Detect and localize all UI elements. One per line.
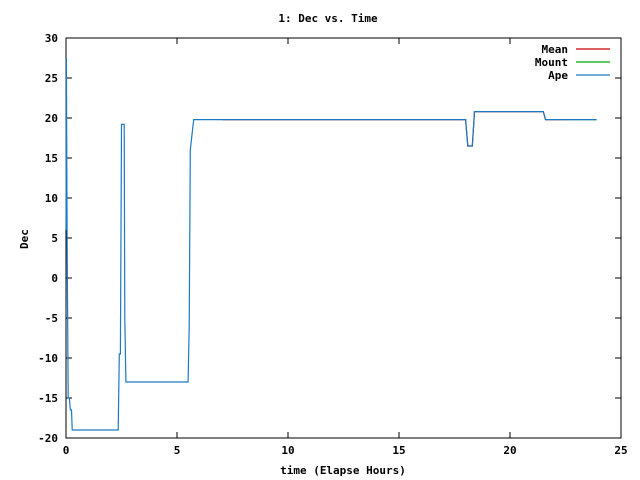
series-layer xyxy=(65,57,597,431)
y-tick-label: -15 xyxy=(38,392,58,405)
axis-ticks: 0 5 10 15 20 25 -20 -15 -10 -5 0 5 10 15 20 25 30 xyxy=(38,32,628,457)
y-tick-label: 0 xyxy=(51,272,58,285)
y-tick-label: 5 xyxy=(51,232,58,245)
plot-frame xyxy=(65,37,622,439)
y-tick-label: -20 xyxy=(38,432,58,445)
legend-label-mean: Mean xyxy=(542,43,569,56)
y-tick-label: -5 xyxy=(45,312,58,325)
y-axis-label: Dec xyxy=(18,229,31,249)
chart-title: 1: Dec vs. Time xyxy=(278,12,378,25)
x-tick-label: 20 xyxy=(503,444,516,457)
x-tick-label: 0 xyxy=(63,444,70,457)
y-tick-label: 30 xyxy=(45,32,58,45)
x-axis-label: time (Elapse Hours) xyxy=(280,464,406,477)
x-tick-label: 25 xyxy=(614,444,627,457)
legend-label-ape: Ape xyxy=(548,69,568,82)
y-tick-label: 25 xyxy=(45,72,58,85)
y-tick-label: -10 xyxy=(38,352,58,365)
y-tick-label: 20 xyxy=(45,112,58,125)
x-tick-label: 10 xyxy=(281,444,294,457)
series-line-ape xyxy=(65,57,597,431)
y-tick-label: 15 xyxy=(45,152,58,165)
series-line-mean xyxy=(222,111,568,147)
y-tick-label: 10 xyxy=(45,192,58,205)
legend-label-mount: Mount xyxy=(535,56,568,69)
x-tick-label: 15 xyxy=(392,444,405,457)
x-tick-label: 5 xyxy=(174,444,181,457)
